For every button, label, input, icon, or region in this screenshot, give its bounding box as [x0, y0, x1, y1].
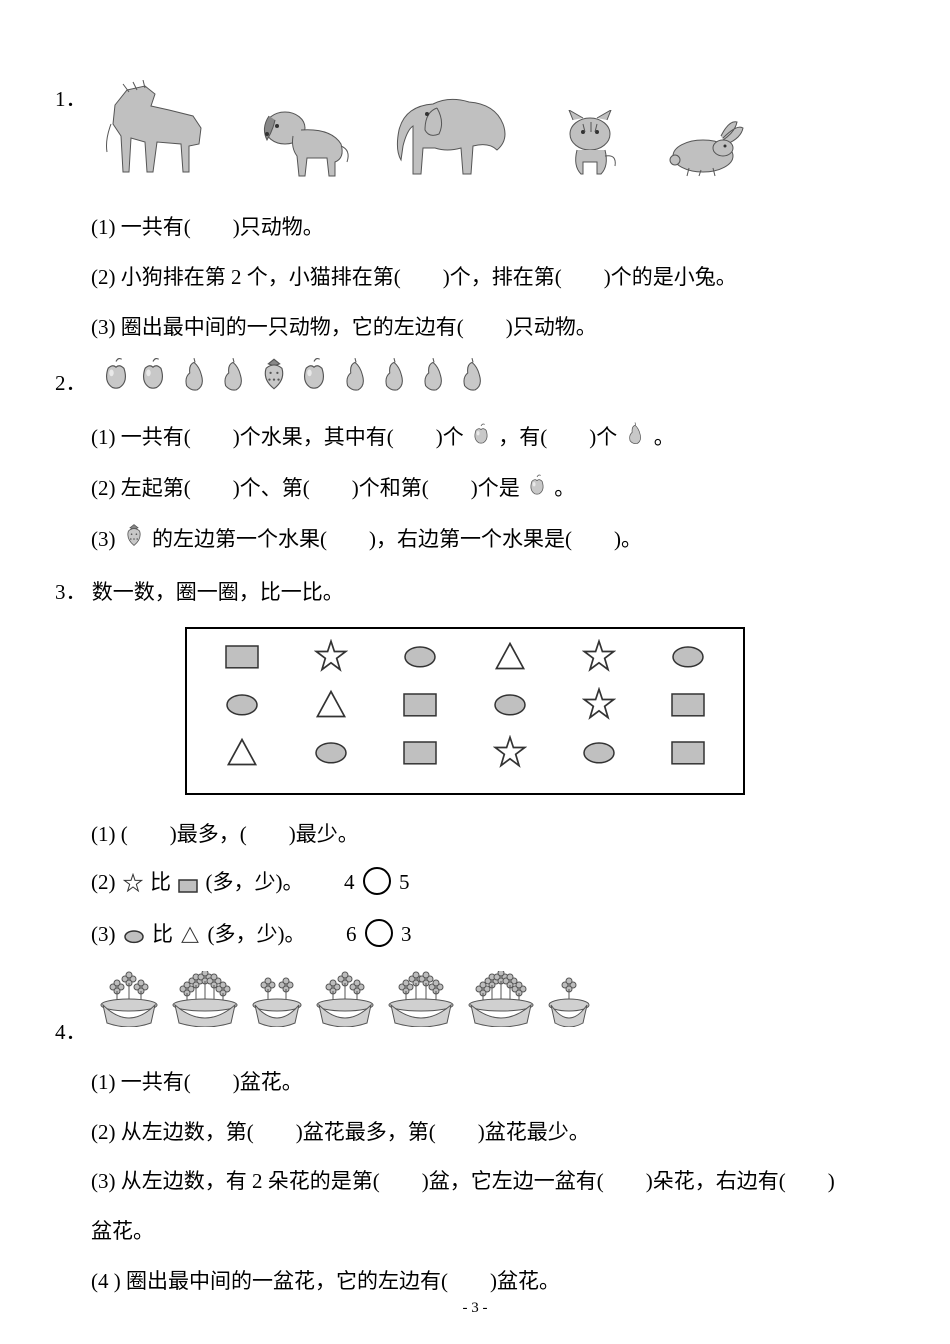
q3-shape-grid — [185, 627, 745, 795]
q2-sub1: (1) 一共有( )个水果，其中有( )个 ，有( )个 。 — [55, 418, 895, 459]
elephant-icon — [389, 90, 519, 180]
q4-s3: (3) 从左边数，有 2 朵花的是第( )盆，它左边一盆有( )朵花，右边有( … — [91, 1169, 835, 1193]
apple-icon — [470, 419, 492, 459]
q2-sub2: (2) 左起第( )个、第( )个和第( )个是 。 — [55, 469, 895, 510]
triangle-icon — [225, 735, 259, 783]
flower-pot-icon — [465, 971, 537, 1041]
star-icon — [582, 639, 616, 687]
q4-sub3b: 盆花。 — [55, 1212, 895, 1252]
oval-icon — [123, 919, 145, 959]
q4-sub1: (1) 一共有( )盆花。 — [55, 1063, 895, 1103]
rabbit-icon — [661, 120, 751, 180]
q1-animals-row — [97, 80, 751, 180]
square-icon — [225, 643, 259, 683]
apple-icon — [136, 357, 170, 405]
q3-sub2: (2) 比 (多，少)。 4 5 — [55, 863, 895, 907]
cat-icon — [555, 110, 625, 180]
q3-s3a: (3) — [91, 922, 121, 946]
apple-icon — [526, 470, 548, 510]
triangle-icon — [314, 687, 348, 735]
q2-sub3: (3) 的左边第一个水果( )，右边第一个水果是( )。 — [55, 520, 895, 561]
apple-icon — [99, 357, 133, 405]
q1-sub1: (1) 一共有( )只动物。 — [55, 208, 895, 248]
question-1: 1． — [55, 80, 895, 348]
square-icon — [671, 739, 705, 779]
q1-number: 1． — [55, 80, 91, 120]
q3-s2b: 比 — [150, 870, 171, 894]
q3-s2a: (2) — [91, 870, 121, 894]
pear-icon — [415, 356, 451, 406]
pear-icon — [337, 356, 373, 406]
question-4: 4． (1) 一共有( )盆花。 (2) 从左边数，第( )盆花最多，第( )盆… — [55, 977, 895, 1302]
flower-pot-icon — [169, 971, 241, 1041]
oval-icon — [671, 643, 705, 683]
oval-icon — [314, 739, 348, 779]
flower-pot-icon — [249, 971, 305, 1041]
page-number: - 3 - — [0, 1294, 950, 1323]
compare-circle[interactable] — [363, 867, 391, 895]
triangle-icon — [493, 639, 527, 687]
q2-s2b: 。 — [554, 476, 575, 500]
q2-s3a: (3) — [91, 527, 121, 551]
straw-icon — [257, 357, 291, 405]
q2-s1a: (1) 一共有( )个水果，其中有( )个 — [91, 425, 464, 449]
q3-s3-lhs: 6 — [346, 922, 357, 946]
oval-icon — [403, 643, 437, 683]
pear-icon — [623, 419, 647, 459]
flower-pot-icon — [97, 971, 161, 1041]
q3-sub1: (1) ( )最多，( )最少。 — [55, 815, 895, 855]
square-icon — [403, 739, 437, 779]
q3-number: 3． — [55, 580, 87, 604]
q3-s3c: (多，少)。 — [208, 922, 306, 946]
square-icon — [403, 691, 437, 731]
q2-s3b: 的左边第一个水果( )，右边第一个水果是( )。 — [152, 527, 642, 551]
square-icon — [178, 867, 198, 907]
q2-s2a: (2) 左起第( )个、第( )个和第( )个是 — [91, 476, 520, 500]
q3-sub3: (3) 比 (多，少)。 6 3 — [55, 915, 895, 959]
q1-sub2: (2) 小狗排在第 2 个，小猫排在第( )个，排在第( )个的是小兔。 — [55, 258, 895, 298]
q4-sub3: (3) 从左边数，有 2 朵花的是第( )盆，它左边一盆有( )朵花，右边有( … — [55, 1162, 895, 1202]
question-2: 2． (1) 一共有( )个水果，其中有( )个 ，有( )个 。 (2) 左起… — [55, 360, 895, 561]
q4-number: 4． — [55, 1013, 91, 1053]
q3-s2-rhs: 5 — [399, 870, 410, 894]
pear-icon — [215, 356, 251, 406]
square-icon — [671, 691, 705, 731]
q2-fruits-row — [99, 360, 490, 402]
compare-circle[interactable] — [365, 919, 393, 947]
pear-icon — [454, 356, 490, 406]
q4-sub2: (2) 从左边数，第( )盆花最多，第( )盆花最少。 — [55, 1113, 895, 1153]
star-icon — [493, 735, 527, 783]
q3-s2-lhs: 4 — [344, 870, 355, 894]
q3-s3b: 比 — [152, 922, 173, 946]
question-3: 3． 数一数，圈一圈，比一比。 (1) ( )最多，( )最少。 (2) 比 (… — [55, 573, 895, 959]
q2-s1c: 。 — [654, 425, 675, 449]
horse-icon — [97, 80, 217, 180]
flower-pot-icon — [545, 971, 593, 1041]
dog-icon — [253, 100, 353, 180]
pear-icon — [176, 356, 212, 406]
q2-s1b: ，有( )个 — [498, 425, 617, 449]
triangle-icon — [180, 919, 200, 959]
q3-title: 数一数，圈一圈，比一比。 — [92, 580, 344, 604]
q1-sub3: (3) 圈出最中间的一只动物，它的左边有( )只动物。 — [55, 308, 895, 348]
pear-icon — [376, 356, 412, 406]
q3-s2c: (多，少)。 — [206, 870, 304, 894]
oval-icon — [225, 691, 259, 731]
apple-icon — [297, 357, 331, 405]
star-icon — [314, 639, 348, 687]
flower-pot-icon — [313, 971, 377, 1041]
strawberry-icon — [122, 521, 146, 561]
oval-icon — [493, 691, 527, 731]
star-icon — [123, 867, 143, 907]
flower-pot-icon — [385, 971, 457, 1041]
q2-number: 2． — [55, 364, 91, 404]
star-icon — [582, 687, 616, 735]
oval-icon — [582, 739, 616, 779]
q3-s3-rhs: 3 — [401, 922, 412, 946]
q4-pots-row — [97, 981, 593, 1041]
